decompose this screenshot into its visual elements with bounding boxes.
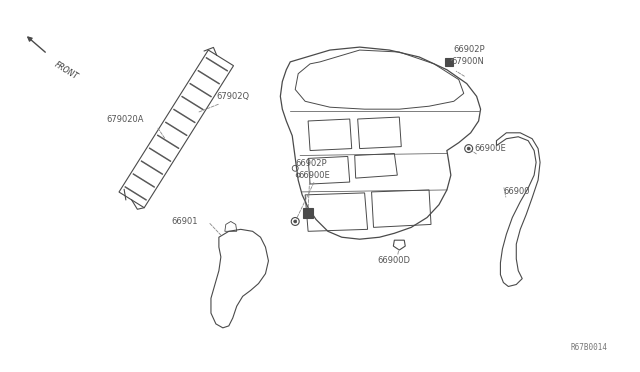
Polygon shape <box>303 208 313 218</box>
Polygon shape <box>445 58 453 66</box>
Text: FRONT: FRONT <box>52 60 79 81</box>
Text: 679020A: 679020A <box>107 115 145 124</box>
Circle shape <box>294 220 297 223</box>
Text: 66900E: 66900E <box>475 144 506 153</box>
Text: R67B0014: R67B0014 <box>570 343 607 353</box>
Text: 66901: 66901 <box>172 217 198 226</box>
Circle shape <box>467 147 470 150</box>
Text: 67902Q: 67902Q <box>216 92 249 101</box>
Text: 66900D: 66900D <box>378 256 410 265</box>
Text: 66902P: 66902P <box>454 45 486 54</box>
Text: 67900N: 67900N <box>452 57 484 66</box>
Text: 66900: 66900 <box>504 187 530 196</box>
Text: 66900E: 66900E <box>298 171 330 180</box>
Text: 66902P: 66902P <box>295 159 327 168</box>
